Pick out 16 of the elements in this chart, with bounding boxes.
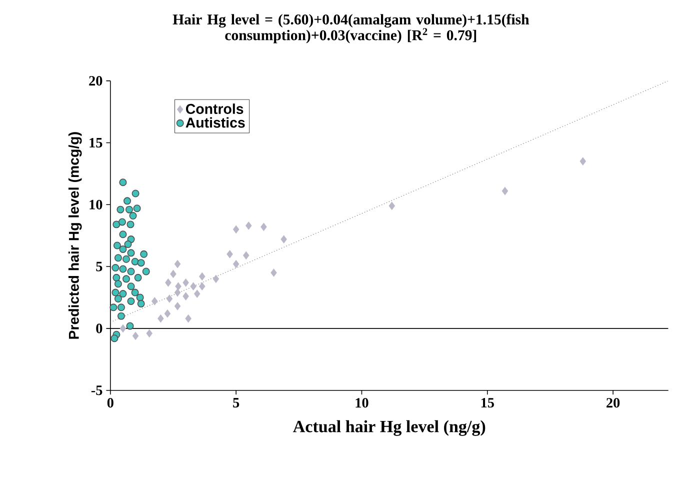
y-tick-label: 15 bbox=[90, 138, 102, 148]
y-tick-label: 0 bbox=[96, 324, 102, 334]
x-axis-title: Actual hair Hg level (ng/g) bbox=[293, 420, 486, 436]
legend-label: Controls bbox=[186, 104, 244, 114]
x-tick-label: 5 bbox=[233, 398, 240, 408]
chart-title: Hair Hg level = (5.60)+0.04(amalgam volume)+1.15(fish consumption)+0.03(vaccine) [R$^{2}$ = 0.79] bbox=[172, 14, 530, 44]
y-axis-title: Predicted hair Hg level (mcg/g) bbox=[68, 132, 82, 339]
x-tick-label: 20 bbox=[606, 398, 620, 408]
y-tick-label: 5 bbox=[96, 262, 102, 272]
x-tick-label: 15 bbox=[481, 398, 494, 408]
y-tick-label: -5 bbox=[91, 386, 102, 396]
x-tick-label: 10 bbox=[356, 398, 368, 408]
x-tick-label: 0 bbox=[107, 398, 114, 408]
y-tick-label: 20 bbox=[89, 76, 102, 86]
legend-label: Autistics bbox=[186, 117, 245, 128]
y-tick-label: 10 bbox=[90, 200, 102, 210]
